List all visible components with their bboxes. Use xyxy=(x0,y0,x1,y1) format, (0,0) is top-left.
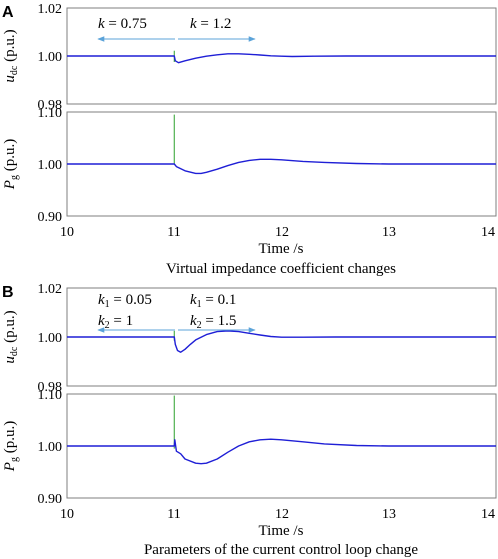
series-line xyxy=(67,438,496,465)
panel-letter-b: B xyxy=(2,284,14,301)
series-line xyxy=(67,330,496,353)
x-tick-label: 14 xyxy=(481,225,495,240)
panel-a: A 0.98 1.00 1.02 udc (p.u.) 0.90 1.00 1.10 Pg … xyxy=(2,2,497,277)
plot-b-pg: 0.90 1.00 1.10 Pg (p.u.) xyxy=(2,388,496,507)
series-line xyxy=(67,53,496,64)
parameter-label: k = 1.2 xyxy=(190,16,231,32)
y-tick-label: 1.00 xyxy=(38,440,63,455)
parameter-label: k = 0.75 xyxy=(98,16,147,32)
plot-a-udc: 0.98 1.00 1.02 udc (p.u.) xyxy=(2,2,496,113)
caption-b: Parameters of the current control loop c… xyxy=(144,542,418,558)
annotation-after: k1 = 0.1 k2 = 1.5 xyxy=(190,292,236,331)
panel-letter-a: A xyxy=(2,4,14,21)
x-tick-label: 11 xyxy=(167,507,180,522)
x-axis-label-a: Time /s xyxy=(259,241,304,257)
annotation-before: k = 0.75 xyxy=(98,16,147,32)
x-tick-label: 10 xyxy=(60,507,74,522)
x-tick-label: 11 xyxy=(167,225,180,240)
x-tick-labels-b: 10 11 12 13 14 xyxy=(60,507,495,522)
parameter-label: k1 = 0.1 xyxy=(190,292,236,310)
y-tick-label: 0.90 xyxy=(38,210,63,225)
x-tick-label: 13 xyxy=(382,507,396,522)
annotation-before: k1 = 0.05 k2 = 1 xyxy=(98,292,152,331)
caption-a: Virtual impedance coefficient changes xyxy=(166,261,396,277)
y-tick-label: 0.98 xyxy=(38,98,63,113)
panel-b: B 0.98 1.00 1.02 udc (p.u.) 0.90 1.00 1.10 Pg … xyxy=(2,282,497,558)
y-tick-label: 1.00 xyxy=(38,331,63,346)
x-axis-label-b: Time /s xyxy=(259,523,304,539)
x-tick-label: 10 xyxy=(60,225,74,240)
y-tick-label: 1.10 xyxy=(38,388,63,403)
annotation-after: k = 1.2 xyxy=(190,16,231,32)
parameter-label: k2 = 1.5 xyxy=(190,313,236,331)
plot-b-udc: 0.98 1.00 1.02 udc (p.u.) xyxy=(2,282,496,395)
y-tick-label: 0.98 xyxy=(38,380,63,395)
y-axis-label: Pg (p.u.) xyxy=(2,139,20,190)
x-tick-label: 13 xyxy=(382,225,396,240)
y-tick-label: 1.10 xyxy=(38,106,63,121)
y-tick-label: 1.00 xyxy=(38,158,63,173)
x-tick-label: 12 xyxy=(275,225,289,240)
plot-a-pg: 0.90 1.00 1.10 Pg (p.u.) xyxy=(2,106,496,225)
x-tick-label: 12 xyxy=(275,507,289,522)
y-tick-label: 1.02 xyxy=(38,282,63,297)
parameter-label: k1 = 0.05 xyxy=(98,292,152,310)
x-tick-labels-a: 10 11 12 13 14 xyxy=(60,225,495,240)
y-axis-label: udc (p.u.) xyxy=(2,310,20,363)
y-tick-label: 0.90 xyxy=(38,492,63,507)
y-tick-label: 1.02 xyxy=(38,2,63,17)
y-axis-label: udc (p.u.) xyxy=(2,29,20,82)
parameter-label: k2 = 1 xyxy=(98,313,133,331)
y-tick-label: 1.00 xyxy=(38,50,63,65)
series-line xyxy=(67,158,496,175)
x-tick-label: 14 xyxy=(481,507,495,522)
y-axis-label: Pg (p.u.) xyxy=(2,421,20,472)
